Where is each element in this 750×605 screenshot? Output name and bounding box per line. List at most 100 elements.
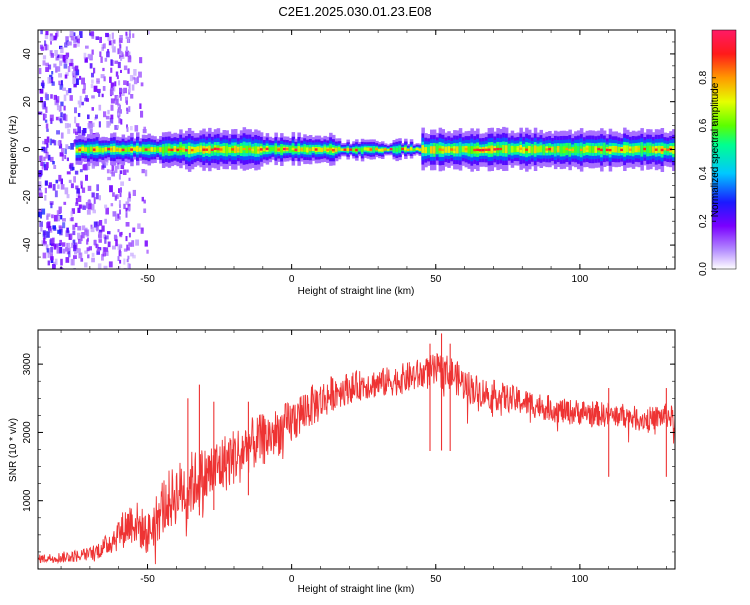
heatmap-noise-cell [126,169,129,173]
heatmap-noise-cell [50,258,54,263]
heatmap-noise-cell [132,33,135,38]
heatmap-noise-cell [91,107,94,111]
heatmap-noise-cell [90,84,94,89]
heatmap-core-cell [404,147,408,151]
heatmap-core-cell [453,148,457,151]
heatmap-noise-cell [56,106,60,111]
heatmap-noise-cell [80,181,83,189]
heatmap-noise-cell [42,113,46,121]
heatmap-core-cell [202,148,206,151]
heatmap-noise-cell [42,140,46,145]
heatmap-noise-cell [77,126,81,134]
heatmap-noise-cell [97,88,101,93]
heatmap-noise-cell [72,224,76,230]
heatmap-noise-cell [70,183,74,189]
heatmap-core-cell [600,148,604,152]
heatmap-noise-cell [43,156,46,161]
snr-y-axis-label: SNR (10 * v/v) [8,418,19,482]
heatmap-noise-cell [62,222,66,229]
heatmap-noise-cell [119,96,122,101]
heatmap-noise-cell [53,214,58,222]
heatmap-noise-cell [58,73,62,78]
heatmap-noise-cell [120,164,125,169]
heatmap-noise-cell [125,50,129,57]
heatmap-noise-cell [128,196,131,202]
heatmap-band-cell [646,145,650,154]
heatmap-core-cell [265,147,270,151]
heatmap-band-cell [614,146,618,153]
heatmap-noise-cell [75,202,79,206]
heatmap-noise-cell [117,114,120,119]
heatmap-noise-cell [126,258,129,263]
heatmap-noise-cell [50,94,53,99]
heatmap-noise-cell [136,76,139,83]
x-tick-label: 50 [430,274,442,285]
heatmap-noise-cell [60,258,63,266]
heatmap-band-cell [187,146,192,154]
heatmap-band-cell [444,146,448,153]
heatmap-noise-cell [87,200,92,204]
heatmap-noise-cell [78,192,81,199]
heatmap-core-cell [176,148,180,152]
heatmap-noise-cell [118,216,121,220]
heatmap-noise-cell [38,181,42,185]
y-tick-label: 20 [22,96,33,108]
heatmap-band-cell [591,146,595,153]
heatmap-noise-cell [65,40,68,45]
heatmap-noise-cell [39,221,43,227]
heatmap-noise-cell [139,103,142,109]
heatmap-noise-cell [68,247,71,252]
heatmap-noise-cell [82,164,87,171]
heatmap-band-cell [274,145,278,152]
heatmap-band-cell [303,146,307,152]
heatmap-noise-cell [62,87,66,91]
heatmap-band-cell [112,146,117,153]
heatmap-noise-cell [49,35,54,41]
heatmap-band-cell [323,146,327,152]
heatmap-noise-cell [44,164,48,171]
heatmap-noise-cell [112,211,117,217]
heatmap-band-cell [528,145,532,154]
heatmap-band-cell [225,146,229,154]
heatmap-noise-cell [40,226,43,232]
heatmap-noise-cell [55,32,58,39]
heatmap-noise-cell [53,165,57,169]
heatmap-noise-cell [46,136,50,143]
heatmap-noise-cell [65,257,70,263]
heatmap-noise-cell [84,57,88,63]
heatmap-noise-cell [41,208,46,215]
heatmap-noise-cell [117,164,120,170]
heatmap-noise-cell [123,258,126,265]
heatmap-y-axis-label: Frequency (Hz) [8,116,19,185]
heatmap-noise-cell [125,31,128,36]
heatmap-noise-cell [119,170,123,174]
heatmap-noise-cell [116,95,119,99]
heatmap-noise-cell [112,192,115,197]
heatmap-noise-cell [70,58,74,66]
heatmap-noise-cell [66,157,69,162]
heatmap-noise-cell [72,77,75,84]
heatmap-noise-cell [104,204,108,209]
heatmap-noise-cell [110,67,113,73]
heatmap-noise-cell [56,100,59,107]
heatmap-noise-cell [73,66,76,73]
heatmap-noise-cell [109,89,114,96]
heatmap-noise-cell [56,247,60,254]
heatmap-noise-cell [117,107,120,113]
heatmap-noise-cell [82,88,86,94]
heatmap-noise-cell [51,242,55,247]
heatmap-band-cell [392,147,396,152]
heatmap-noise-cell [87,254,90,259]
heatmap-core-cell [242,147,247,151]
heatmap-noise-cell [103,76,106,82]
heatmap-core-cell [585,147,590,151]
heatmap-noise-cell [54,190,58,198]
heatmap-core-cell [608,148,613,152]
heatmap-noise-cell [118,80,121,86]
heatmap-noise-cell [79,75,82,80]
heatmap-noise-cell [58,80,61,86]
heatmap-noise-cell [122,88,125,92]
heatmap-core-cell [326,148,330,152]
heatmap-core-cell [464,148,469,151]
heatmap-noise-cell [119,259,122,264]
